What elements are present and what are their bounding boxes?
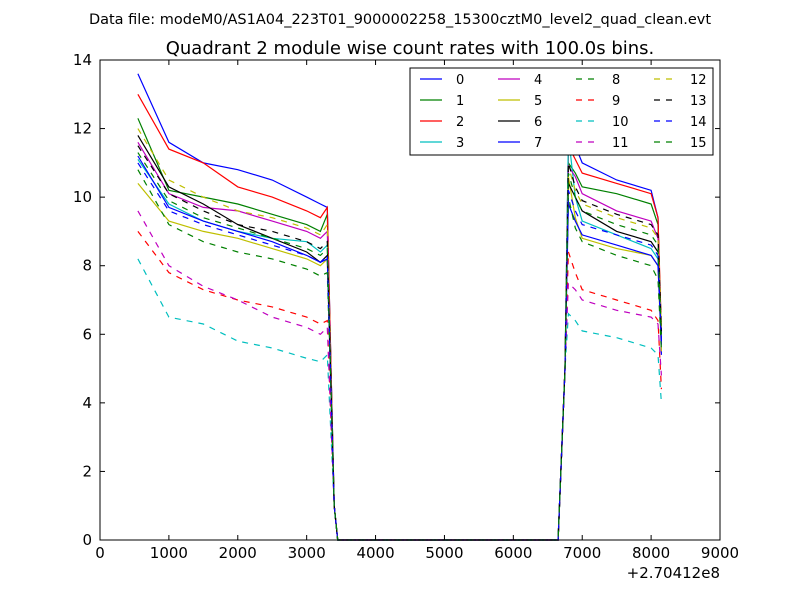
legend-label-6: 6 bbox=[534, 115, 542, 130]
series-line-8 bbox=[137, 169, 662, 541]
x-tick-label: 4000 bbox=[356, 544, 394, 562]
legend-label-3: 3 bbox=[456, 136, 464, 151]
series-line-9 bbox=[137, 231, 662, 541]
y-tick-label: 0 bbox=[82, 531, 92, 549]
x-tick-label: 1000 bbox=[150, 544, 188, 562]
series-line-11 bbox=[137, 210, 662, 541]
y-tick-label: 6 bbox=[82, 325, 92, 343]
x-tick-label: 6000 bbox=[494, 544, 532, 562]
legend-label-11: 11 bbox=[612, 136, 629, 151]
legend-label-5: 5 bbox=[534, 94, 542, 109]
x-tick-label: 8000 bbox=[632, 544, 670, 562]
legend-label-10: 10 bbox=[612, 115, 629, 130]
legend-label-7: 7 bbox=[534, 136, 542, 151]
plot-area: 0 1000 2000 3000 4000 5000 6000 7000 8000 9000 0 2 4… bbox=[73, 51, 739, 562]
y-tick-label: 14 bbox=[73, 51, 92, 69]
x-axis-offset-label: +2.70412e8 bbox=[627, 564, 720, 582]
legend-box bbox=[409, 67, 714, 156]
legend-label-4: 4 bbox=[534, 73, 542, 88]
x-tick-label: 7000 bbox=[563, 544, 601, 562]
legend-label-14: 14 bbox=[690, 115, 707, 130]
x-tick-label: 9000 bbox=[701, 544, 739, 562]
legend-label-8: 8 bbox=[612, 73, 620, 88]
legend-label-9: 9 bbox=[612, 94, 620, 109]
y-tick-label: 2 bbox=[82, 462, 92, 480]
x-tick-label: 3000 bbox=[288, 544, 326, 562]
y-tick-label: 4 bbox=[82, 394, 92, 412]
series-line-12 bbox=[137, 128, 662, 541]
legend-label-12: 12 bbox=[690, 73, 707, 88]
series-line-10 bbox=[137, 258, 662, 541]
legend-label-15: 15 bbox=[690, 136, 707, 151]
x-tick-label: 0 bbox=[95, 544, 105, 562]
legend-label-1: 1 bbox=[456, 94, 464, 109]
x-tick-label: 5000 bbox=[425, 544, 463, 562]
axes-frame bbox=[99, 59, 721, 541]
legend-label-2: 2 bbox=[456, 115, 464, 130]
legend-label-0: 0 bbox=[456, 73, 464, 88]
chart-title: Quadrant 2 module wise count rates with … bbox=[166, 38, 655, 59]
series-line-14 bbox=[137, 162, 662, 541]
y-tick-label: 10 bbox=[73, 188, 92, 206]
legend-label-13: 13 bbox=[690, 94, 707, 109]
y-tick-label: 12 bbox=[73, 120, 92, 138]
figure-supertitle: Data file: modeM0/AS1A04_223T01_90000022… bbox=[89, 12, 711, 28]
y-tick-label: 8 bbox=[82, 257, 92, 275]
series-line-13 bbox=[137, 145, 662, 541]
x-tick-label: 2000 bbox=[219, 544, 257, 562]
